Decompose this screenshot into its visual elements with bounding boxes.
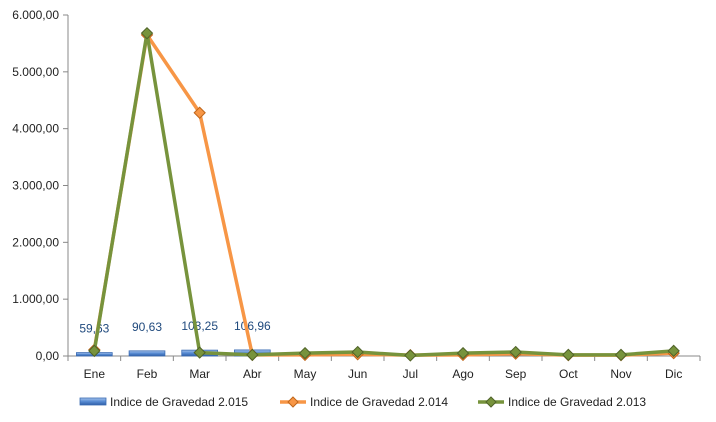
line-series (88, 28, 680, 362)
x-tick-label: Feb (137, 367, 158, 381)
line-point (351, 345, 364, 359)
line-point (667, 344, 680, 358)
x-tick-label: Dic (665, 367, 682, 381)
y-tick-label: 0,00 (36, 349, 60, 363)
legend-marker (287, 396, 299, 408)
y-tick-label: 2.000,00 (12, 235, 59, 249)
bar-data-label: 103,25 (181, 319, 218, 333)
legend-label: Indice de Gravedad 2.014 (310, 395, 448, 409)
legend-item: Indice de Gravedad 2.015 (79, 395, 248, 409)
x-tick-label: Nov (610, 367, 631, 381)
y-tick-label: 4.000,00 (12, 122, 59, 136)
x-tick-label: Oct (559, 367, 578, 381)
x-tick-label: Mar (189, 367, 210, 381)
legend-label: Indice de Gravedad 2.013 (508, 395, 646, 409)
x-tick-label: Sep (505, 367, 527, 381)
bar (128, 350, 166, 357)
series-line (92, 33, 674, 357)
line-point (246, 348, 259, 362)
line-point (88, 344, 101, 358)
line-point (193, 106, 206, 119)
legend-marker (485, 396, 497, 408)
bar-data-label: 90,63 (132, 320, 162, 334)
line-point (193, 346, 206, 359)
bar-data-labels: 59,63 90,63 103,25 106,96 (79, 319, 271, 336)
line-series (88, 26, 680, 362)
legend-swatch (79, 397, 107, 406)
y-tick-label: 1.000,00 (12, 292, 59, 306)
legend-item: Indice de Gravedad 2.014 (280, 395, 448, 409)
series-line (92, 31, 674, 358)
legend-item: Indice de Gravedad 2.013 (478, 395, 646, 409)
x-tick-label: Abr (243, 367, 262, 381)
y-axis: 0,00 1.000,00 2.000,00 3.000,00 4.000,00 5.00… (12, 8, 69, 363)
line-point (562, 348, 575, 362)
x-tick-label: Ago (452, 367, 474, 381)
x-tick-label: Jul (403, 367, 418, 381)
bar-data-label: 106,96 (234, 319, 271, 333)
line-point (509, 345, 522, 359)
bar-data-label: 59,63 (79, 322, 109, 336)
x-axis: Ene Feb Mar Abr May Jun Jul Ago Sep Oct Nov Dic (67, 355, 701, 381)
line-point (614, 348, 628, 362)
legend: Indice de Gravedad 2.015 Indice de Graved… (79, 395, 646, 409)
y-tick-label: 3.000,00 (12, 179, 59, 193)
line-series-group (88, 26, 680, 362)
y-tick-label: 6.000,00 (12, 8, 59, 22)
x-tick-label: May (294, 367, 317, 381)
line-point (140, 26, 154, 40)
line-point (298, 346, 312, 360)
line-point (404, 349, 417, 362)
line-point (456, 346, 470, 360)
legend-label: Indice de Gravedad 2.015 (110, 395, 248, 409)
x-tick-label: Jun (348, 367, 367, 381)
x-tick-label: Ene (84, 367, 106, 381)
y-tick-label: 5.000,00 (12, 65, 59, 79)
